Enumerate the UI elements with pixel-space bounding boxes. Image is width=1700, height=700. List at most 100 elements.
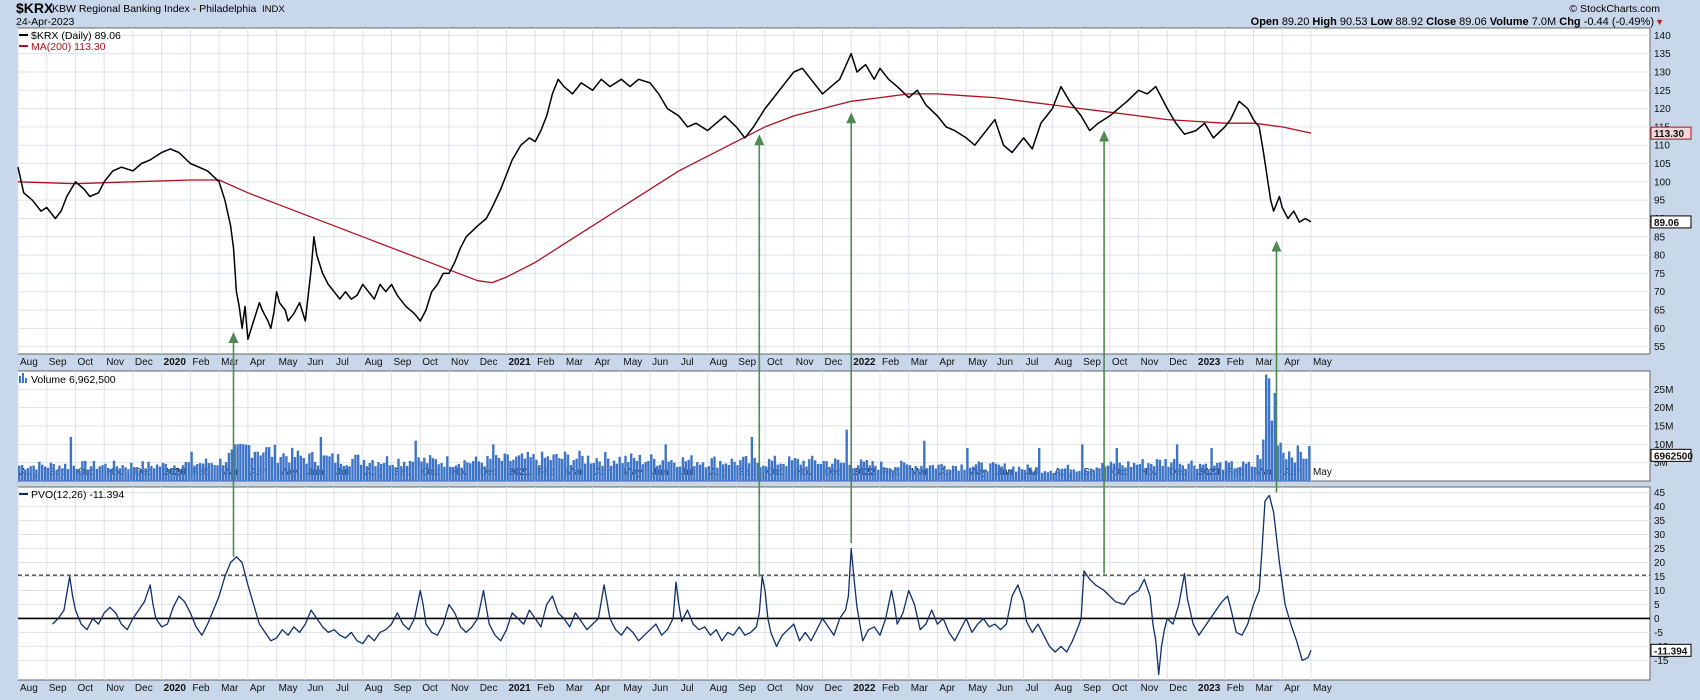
volume-bar xyxy=(1239,466,1242,481)
volume-bar xyxy=(1290,457,1294,481)
x-tick-label: Mar xyxy=(566,683,584,694)
x-tick-label: 2023 xyxy=(1198,357,1221,368)
x-tick-label: Aug xyxy=(710,357,728,368)
x-tick-label: Dec xyxy=(1169,357,1187,368)
volume-bar xyxy=(469,463,472,481)
chg-down-icon: ▼ xyxy=(1655,17,1664,27)
volume-bar xyxy=(1308,446,1311,481)
volume-bar xyxy=(744,456,748,481)
volume-bar xyxy=(104,463,107,481)
x-tick-label: Oct xyxy=(767,683,783,694)
volume-bar xyxy=(437,464,440,481)
volume-bar xyxy=(354,454,357,481)
volume-bar xyxy=(199,463,202,481)
price-y-tick-label: 60 xyxy=(1654,324,1666,335)
volume-bar xyxy=(1244,463,1248,481)
volume-bar xyxy=(72,465,75,481)
volume-bar xyxy=(693,466,696,481)
volume-bar xyxy=(546,456,550,481)
x-tick-label: Nov xyxy=(1141,683,1159,694)
pvo-last-label: -11.394 xyxy=(1654,646,1688,657)
volume-bar xyxy=(153,468,156,481)
x-tick-label: Nov xyxy=(451,357,469,368)
x-tick-label: Apr xyxy=(250,683,266,694)
volume-bar xyxy=(1115,448,1118,481)
x-tick-label: Sep xyxy=(394,357,412,368)
volume-bar xyxy=(1066,464,1070,481)
volume-bar xyxy=(948,470,952,481)
volume-bar xyxy=(721,464,725,481)
volume-bar xyxy=(624,455,627,481)
volume-bar xyxy=(1152,466,1156,481)
volume-bar xyxy=(802,460,805,481)
brand-text: © StockCharts.com xyxy=(1569,3,1660,15)
volume-bar xyxy=(882,467,886,481)
x-tick-label: Nov xyxy=(106,357,124,368)
volume-bar xyxy=(891,470,894,481)
x-tick-label: Aug xyxy=(365,357,383,368)
volume-bar xyxy=(388,465,391,481)
volume-bar xyxy=(813,460,817,481)
volume-bar xyxy=(782,464,785,481)
volume-bar xyxy=(474,456,478,481)
volume-bar xyxy=(584,463,587,481)
volume-bar xyxy=(296,450,300,481)
volume-bar xyxy=(946,469,949,481)
volume-bar xyxy=(1089,468,1093,481)
price-last-label-box xyxy=(1650,215,1692,229)
volume-bar xyxy=(676,466,679,481)
x-tick-label: Jul xyxy=(681,683,694,694)
pvo-y-tick-label: 10 xyxy=(1654,586,1666,597)
volume-bar xyxy=(256,451,259,481)
volume-bar xyxy=(865,460,868,481)
volume-bar xyxy=(288,462,291,481)
volume-bar xyxy=(859,459,863,481)
volume-bar xyxy=(299,455,302,481)
volume-bar xyxy=(684,461,687,481)
volume-bar xyxy=(405,465,409,481)
volume-bar xyxy=(678,466,682,481)
volume-bar xyxy=(739,460,742,481)
x-tick-label: Feb xyxy=(192,357,210,368)
x-tick-label: Mar xyxy=(221,683,239,694)
volume-bar xyxy=(1302,458,1305,481)
volume-bar xyxy=(213,465,216,481)
volume-bar xyxy=(992,462,995,481)
volume-bar xyxy=(1190,460,1193,481)
volume-bar xyxy=(788,456,791,481)
x-tick-label: Sep xyxy=(49,357,67,368)
volume-bar xyxy=(420,461,423,481)
volume-bar xyxy=(26,468,29,481)
volume-y-tick-label: 20M xyxy=(1654,403,1673,414)
volume-bar xyxy=(822,461,825,481)
volume-bar xyxy=(176,469,179,481)
volume-bar xyxy=(733,461,736,481)
volume-bar xyxy=(880,461,883,481)
x-tick-label: Dec xyxy=(1169,683,1187,694)
volume-last-label: 6962500 xyxy=(1654,451,1693,462)
volume-bar xyxy=(23,469,27,481)
volume-bar xyxy=(1127,461,1130,481)
volume-bar xyxy=(581,455,584,481)
volume-bar xyxy=(934,468,937,481)
volume-bar xyxy=(1138,464,1141,481)
volume-bar xyxy=(994,463,998,481)
volume-bar xyxy=(1135,464,1139,481)
volume-bar xyxy=(446,456,449,481)
x-tick-label: Sep xyxy=(1083,357,1101,368)
volume-bar xyxy=(380,463,383,481)
volume-bar xyxy=(216,465,219,481)
x-tick-label: Apr xyxy=(1284,683,1300,694)
pvo-legend: PVO(12,26) -11.394 xyxy=(31,489,124,501)
pvo-y-tick-label: 15 xyxy=(1654,572,1666,583)
x-tick-label: Oct xyxy=(422,357,438,368)
volume-bar xyxy=(463,460,466,481)
pvo-y-tick-label: 20 xyxy=(1654,558,1666,569)
volume-bar xyxy=(1233,468,1236,481)
volume-bar xyxy=(1187,463,1190,481)
volume-bar xyxy=(210,463,213,481)
volume-bar xyxy=(1265,374,1268,481)
volume-bar xyxy=(161,462,165,481)
volume-bar xyxy=(382,463,386,481)
